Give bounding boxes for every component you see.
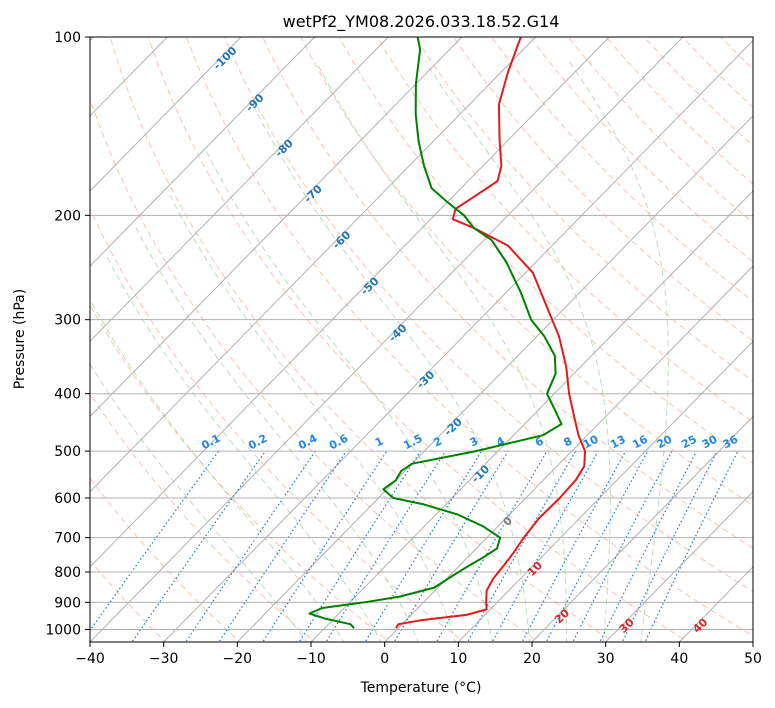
mixing-ratio-line	[185, 450, 316, 642]
mixing-ratio-line	[262, 450, 388, 642]
dry-adiabat-line	[491, 37, 753, 302]
y-tick-label: 800	[54, 565, 81, 581]
isotherm-line	[90, 37, 389, 343]
moist-adiabat-line	[135, 227, 419, 642]
moist-adiabat-line	[106, 256, 382, 642]
dry-adiabat-line	[338, 37, 753, 465]
isotherm-line	[531, 415, 753, 642]
moist-adiabat-line	[205, 149, 493, 642]
mixing-ratio-line	[298, 450, 422, 642]
chart-title: wetPf2_YM08.2026.033.18.52.G14	[283, 12, 560, 32]
moist-adiabat-line	[252, 104, 530, 642]
dry-adiabat-line	[414, 37, 753, 382]
y-tick-label: 1000	[45, 622, 81, 638]
x-tick-label: 0	[380, 651, 389, 667]
mixing-ratio-line	[435, 450, 548, 642]
mixing-ratio-line	[218, 450, 347, 642]
mixing-ratio-label: 36	[721, 433, 741, 452]
y-tick-label: 900	[54, 595, 81, 611]
isotherm-line	[457, 340, 753, 642]
isotherm-line	[90, 37, 242, 192]
isotherm-line	[236, 115, 753, 642]
y-tick-label: 500	[54, 444, 81, 460]
mixing-ratio-line	[572, 450, 673, 642]
moist-adiabat-line	[169, 195, 456, 642]
reference-lines	[90, 37, 753, 642]
dry-adiabat-line	[376, 37, 753, 423]
mixing-ratio-label: 30	[700, 433, 720, 452]
mixing-ratio-label: 16	[630, 433, 650, 452]
isotherm-line	[90, 37, 610, 568]
mixing-ratio-line	[599, 450, 698, 642]
isotherm-line	[163, 39, 753, 642]
isotherm-line	[310, 190, 753, 642]
x-axis-label: Temperature (°C)	[360, 680, 482, 696]
mixing-ratio-label: 25	[679, 433, 699, 452]
isotherm-line	[90, 37, 315, 267]
mixing-ratio-line	[521, 450, 627, 642]
x-axis: −40 −30 −20 −10 0 10 20 30 40 50	[75, 642, 762, 667]
x-tick-label: 40	[670, 651, 688, 667]
mixing-ratio-line	[545, 450, 649, 642]
isotherm-line	[384, 265, 753, 642]
x-tick-label: 50	[744, 651, 762, 667]
isotherm-line	[90, 37, 463, 418]
x-tick-label: −30	[149, 651, 179, 667]
dry-adiabat-line	[224, 37, 753, 593]
y-tick-label: 300	[54, 313, 81, 329]
x-tick-label: 10	[449, 651, 467, 667]
y-tick-label: 200	[54, 208, 81, 224]
dewpoint-line	[308, 37, 563, 629]
moist-adiabat-line	[90, 298, 345, 642]
dry-adiabat-line	[147, 37, 690, 642]
mixing-ratio-label: 10	[581, 433, 601, 452]
x-tick-label: 30	[597, 651, 615, 667]
isotherm-line	[90, 37, 536, 493]
data-series	[308, 37, 586, 629]
y-axis-label: Pressure (hPa)	[12, 289, 28, 389]
y-tick-label: 600	[54, 491, 81, 507]
mixing-ratio-line	[90, 450, 220, 632]
plot-frame	[89, 36, 754, 643]
isotherm-line	[90, 37, 684, 642]
mixing-ratio-line	[131, 450, 266, 642]
mixing-ratio-label: 13	[608, 433, 628, 452]
y-tick-label: 400	[54, 387, 81, 403]
y-tick-label: 700	[54, 531, 81, 547]
temperature-line	[395, 37, 586, 629]
dry-adiabat-line	[300, 37, 753, 507]
x-tick-label: −20	[223, 651, 253, 667]
dry-adiabat-line	[453, 37, 753, 342]
x-tick-label: −10	[296, 651, 326, 667]
pressure-gridlines	[90, 37, 753, 630]
x-tick-label: −40	[75, 651, 105, 667]
y-axis: 1000 900 800 700 600 500 400 300 200 100	[45, 30, 90, 638]
mixing-ratio-line	[325, 450, 446, 642]
mixing-ratio-label: 20	[655, 433, 675, 452]
dry-adiabat-line	[262, 37, 753, 549]
x-tick-label: 20	[523, 651, 541, 667]
isotherm-line	[605, 490, 753, 642]
y-tick-label: 100	[54, 30, 81, 46]
